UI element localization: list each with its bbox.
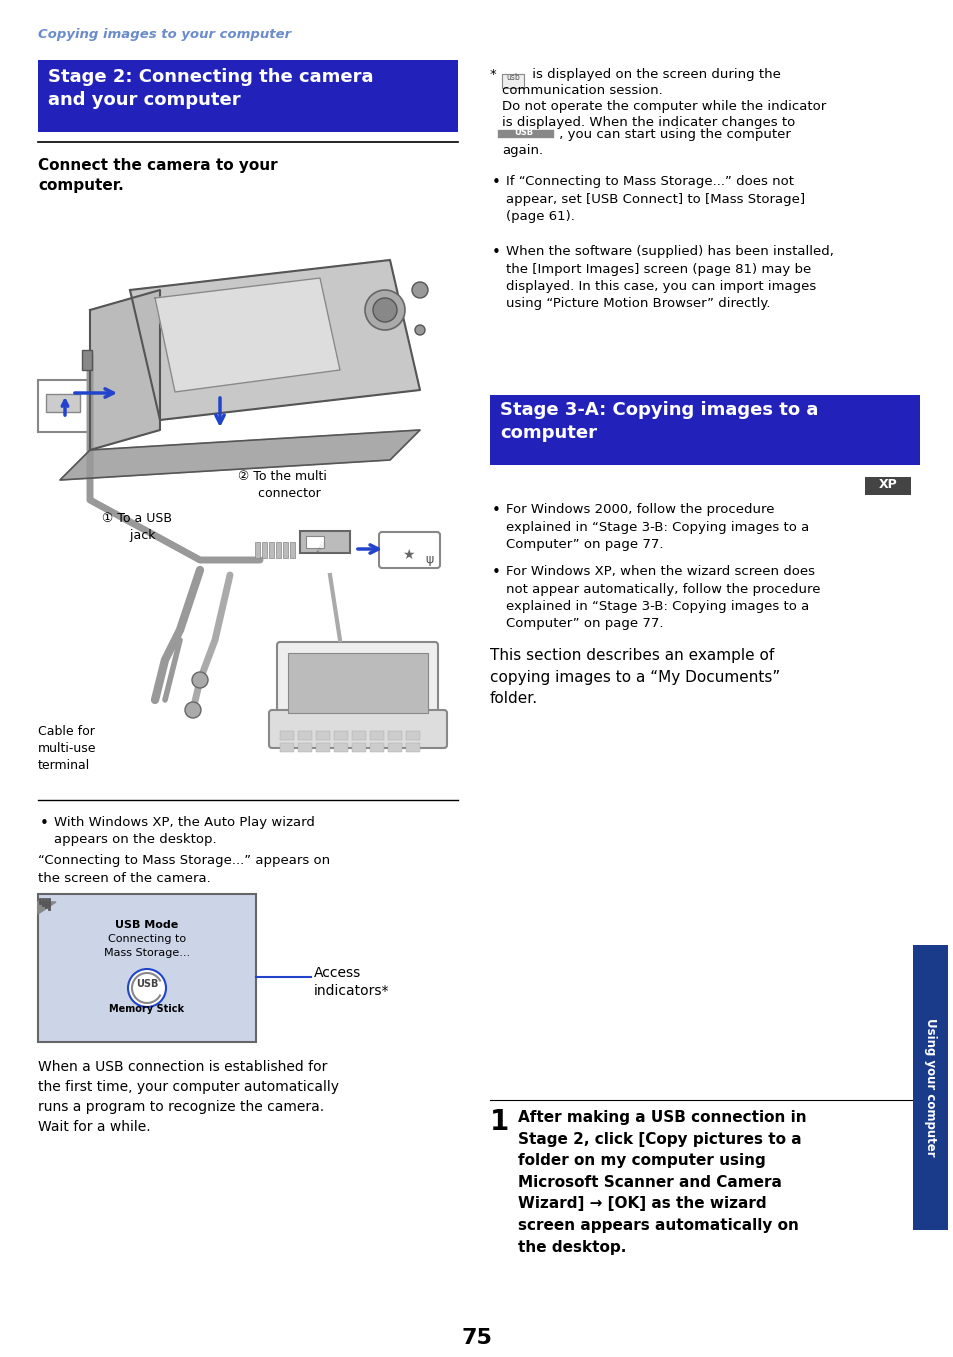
Text: is displayed on the screen during the: is displayed on the screen during the <box>527 68 781 81</box>
Bar <box>283 541 288 558</box>
Polygon shape <box>130 261 419 421</box>
Bar <box>864 478 910 495</box>
Polygon shape <box>38 902 44 906</box>
Text: Connecting to: Connecting to <box>108 934 186 944</box>
Bar <box>370 731 384 740</box>
Bar <box>297 731 312 740</box>
Bar <box>306 536 324 548</box>
Bar <box>38 380 90 432</box>
Text: USB: USB <box>135 978 158 989</box>
Text: Access
indicators*: Access indicators* <box>314 966 389 999</box>
Text: When a USB connection is established for
the first time, your computer automatic: When a USB connection is established for… <box>38 1060 338 1134</box>
Text: For Windows XP, when the wizard screen does
not appear automatically, follow the: For Windows XP, when the wizard screen d… <box>505 565 820 631</box>
Polygon shape <box>154 278 339 392</box>
Text: Using your computer: Using your computer <box>923 1018 937 1156</box>
Text: With Windows XP, the Auto Play wizard
appears on the desktop.: With Windows XP, the Auto Play wizard ap… <box>54 816 314 847</box>
FancyBboxPatch shape <box>378 532 439 569</box>
Text: , you can start using the computer: , you can start using the computer <box>555 128 790 141</box>
FancyBboxPatch shape <box>276 642 437 723</box>
Bar <box>262 541 267 558</box>
Text: USB Mode: USB Mode <box>115 920 178 930</box>
Polygon shape <box>38 902 56 915</box>
Text: Do not operate the computer while the indicator: Do not operate the computer while the in… <box>501 100 825 113</box>
Bar <box>352 744 366 752</box>
Bar <box>334 731 348 740</box>
Bar <box>912 944 947 1229</box>
Bar <box>315 744 330 752</box>
Bar <box>501 75 523 88</box>
Text: ★: ★ <box>401 548 414 562</box>
Bar <box>352 731 366 740</box>
Bar <box>299 531 350 554</box>
Bar <box>406 731 419 740</box>
Bar <box>269 541 274 558</box>
Bar <box>297 744 312 752</box>
Text: 1: 1 <box>490 1109 509 1136</box>
Text: 75: 75 <box>461 1329 492 1348</box>
Bar <box>46 394 80 413</box>
Circle shape <box>192 672 208 688</box>
Text: For Windows 2000, follow the procedure
explained in “Stage 3-B: Copying images t: For Windows 2000, follow the procedure e… <box>505 503 808 551</box>
Text: Mass Storage...: Mass Storage... <box>104 949 190 958</box>
Text: •: • <box>40 816 49 830</box>
Bar <box>388 731 401 740</box>
Circle shape <box>412 282 428 299</box>
Bar <box>370 744 384 752</box>
Polygon shape <box>38 902 50 911</box>
Text: Stage 3-A: Copying images to a
computer: Stage 3-A: Copying images to a computer <box>499 402 818 442</box>
Text: communication session.: communication session. <box>501 84 662 96</box>
Polygon shape <box>38 902 53 912</box>
Polygon shape <box>60 430 419 480</box>
Text: again.: again. <box>501 144 542 157</box>
Text: *: * <box>490 68 500 81</box>
Circle shape <box>185 702 201 718</box>
Text: Memory Stick: Memory Stick <box>110 1004 184 1014</box>
Text: Connect the camera to your
computer.: Connect the camera to your computer. <box>38 157 277 193</box>
FancyBboxPatch shape <box>269 710 447 748</box>
Text: •: • <box>492 565 500 579</box>
Bar <box>280 731 294 740</box>
Polygon shape <box>38 902 47 908</box>
Bar <box>334 744 348 752</box>
Bar <box>82 350 91 370</box>
Text: ψ: ψ <box>424 554 433 566</box>
Text: ① To a USB
       jack: ① To a USB jack <box>102 512 172 541</box>
Text: After making a USB connection in
Stage 2, click [Copy pictures to a
folder on my: After making a USB connection in Stage 2… <box>517 1110 806 1255</box>
Text: Cable for
multi-use
terminal: Cable for multi-use terminal <box>38 725 96 772</box>
Circle shape <box>373 299 396 322</box>
Bar <box>38 894 255 1042</box>
Bar <box>254 541 260 558</box>
Bar <box>490 395 919 465</box>
Text: is displayed. When the indicater changes to: is displayed. When the indicater changes… <box>501 115 795 129</box>
Polygon shape <box>90 290 160 451</box>
Bar <box>406 744 419 752</box>
Text: XP: XP <box>878 478 897 491</box>
Text: USB: USB <box>514 128 533 137</box>
Text: usb: usb <box>506 73 519 81</box>
Text: Copying images to your computer: Copying images to your computer <box>38 28 291 41</box>
Circle shape <box>415 324 424 335</box>
Text: •: • <box>492 175 500 190</box>
Bar <box>290 541 294 558</box>
Circle shape <box>128 969 166 1007</box>
Bar <box>388 744 401 752</box>
Text: When the software (supplied) has been installed,
the [Import Images] screen (pag: When the software (supplied) has been in… <box>505 246 833 311</box>
Circle shape <box>365 290 405 330</box>
Bar <box>288 653 428 712</box>
Text: “Connecting to Mass Storage...” appears on
the screen of the camera.: “Connecting to Mass Storage...” appears … <box>38 854 330 885</box>
Text: This section describes an example of
copying images to a “My Documents”
folder.: This section describes an example of cop… <box>490 649 780 706</box>
Text: ② To the multi
     connector: ② To the multi connector <box>237 470 327 499</box>
Text: ☄: ☄ <box>314 544 325 554</box>
Text: •: • <box>492 503 500 518</box>
Bar <box>38 60 457 132</box>
Text: •: • <box>492 246 500 261</box>
Bar <box>315 731 330 740</box>
Bar <box>280 744 294 752</box>
Bar <box>275 541 281 558</box>
Text: If “Connecting to Mass Storage...” does not
appear, set [USB Connect] to [Mass S: If “Connecting to Mass Storage...” does … <box>505 175 804 223</box>
Text: Stage 2: Connecting the camera
and your computer: Stage 2: Connecting the camera and your … <box>48 68 374 109</box>
